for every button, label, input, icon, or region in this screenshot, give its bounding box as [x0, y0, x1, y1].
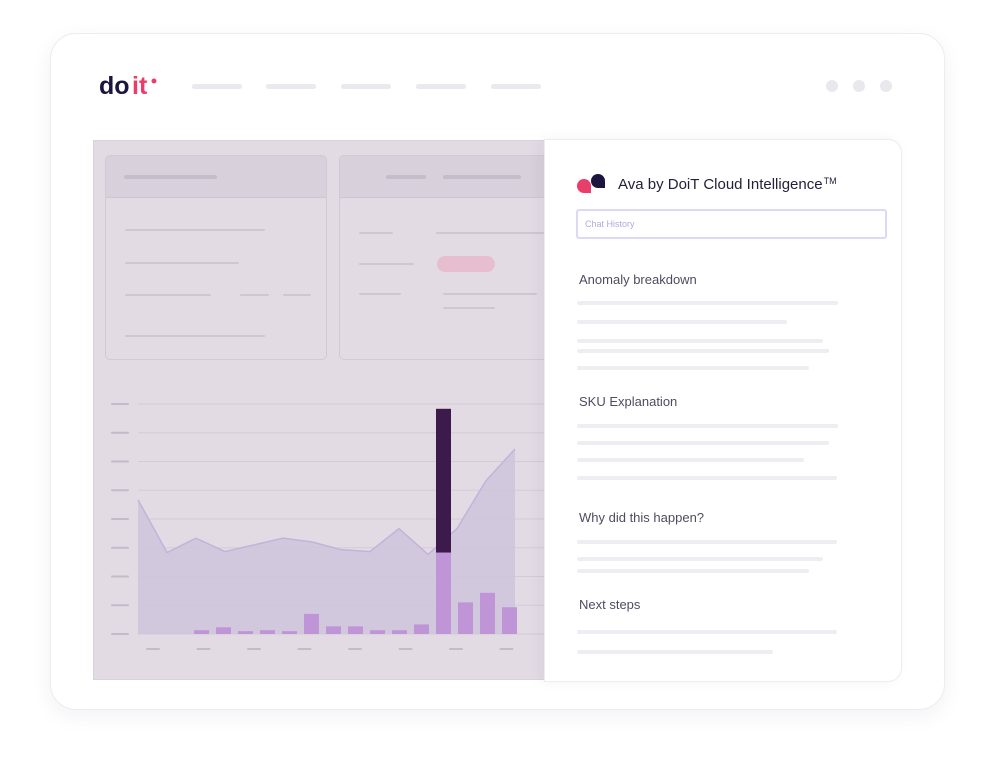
card-title-placeholder: [443, 175, 521, 179]
response-text-placeholder: [577, 320, 787, 324]
text-placeholder: [240, 294, 269, 296]
chart-bar: [348, 626, 363, 634]
nav-item-3[interactable]: [341, 84, 391, 89]
response-text-placeholder: [577, 630, 837, 634]
text-placeholder: [359, 263, 414, 265]
response-text-placeholder: [577, 540, 837, 544]
text-placeholder: [359, 293, 401, 295]
chart-bar: [282, 631, 297, 634]
chart-bar: [436, 552, 451, 634]
text-placeholder: [359, 232, 393, 234]
chart-bar: [304, 613, 319, 634]
nav-item-4[interactable]: [416, 84, 466, 89]
chart-bar: [392, 630, 407, 634]
ava-title: Ava by DoiT Cloud IntelligenceTM: [618, 176, 837, 193]
text-placeholder: [436, 232, 544, 234]
card-title-placeholder: [386, 175, 426, 179]
nav-item-2[interactable]: [266, 84, 316, 89]
section-anomaly-breakdown[interactable]: Anomaly breakdown: [579, 272, 697, 287]
nav-item-1[interactable]: [192, 84, 242, 89]
response-text-placeholder: [577, 424, 838, 428]
chart-bar: [238, 631, 253, 634]
chart-bar: [260, 630, 275, 634]
ava-logo-icon: [577, 174, 605, 193]
chart-bar: [414, 624, 429, 634]
response-text-placeholder: [577, 476, 837, 480]
response-text-placeholder: [577, 339, 823, 343]
chart-bar: [194, 630, 209, 634]
window-dot-2[interactable]: [853, 80, 865, 92]
svg-text:it: it: [132, 72, 148, 100]
section-sku-explanation[interactable]: SKU Explanation: [579, 394, 678, 409]
chat-history-input[interactable]: Chat History: [576, 209, 887, 239]
response-text-placeholder: [577, 441, 829, 445]
text-placeholder: [125, 335, 265, 337]
response-text-placeholder: [577, 458, 804, 462]
response-text-placeholder: [577, 301, 838, 305]
chart-bar: [502, 607, 517, 634]
card-title-placeholder: [124, 175, 217, 179]
chart-bar: [458, 602, 473, 634]
svg-text:do: do: [99, 72, 130, 100]
chart-bar-spike: [436, 408, 451, 553]
response-text-placeholder: [577, 349, 829, 353]
chart-area: [138, 449, 515, 634]
response-text-placeholder: [577, 650, 773, 654]
section-why-did-this-happen[interactable]: Why did this happen?: [579, 510, 705, 525]
summary-card-left: [105, 155, 327, 360]
chart-bar: [480, 592, 495, 634]
text-placeholder: [125, 262, 239, 264]
doit-logo: do it: [99, 72, 157, 100]
window-dot-3[interactable]: [880, 80, 892, 92]
chart-bar: [326, 626, 341, 634]
text-placeholder: [125, 229, 265, 231]
window-dot-1[interactable]: [826, 80, 838, 92]
response-text-placeholder: [577, 366, 809, 370]
chart-bar: [216, 627, 231, 634]
nav-item-5[interactable]: [491, 84, 541, 89]
text-placeholder: [443, 293, 537, 295]
text-placeholder: [125, 294, 211, 296]
chart-area-line: [137, 448, 516, 556]
response-text-placeholder: [577, 557, 823, 561]
status-badge: [437, 256, 495, 272]
chart-bar: [370, 630, 385, 634]
text-placeholder: [283, 294, 311, 296]
chat-history-placeholder: Chat History: [585, 219, 635, 229]
cost-chart: [111, 403, 545, 650]
section-next-steps[interactable]: Next steps: [579, 597, 641, 612]
text-placeholder: [443, 307, 495, 309]
response-text-placeholder: [577, 569, 809, 573]
